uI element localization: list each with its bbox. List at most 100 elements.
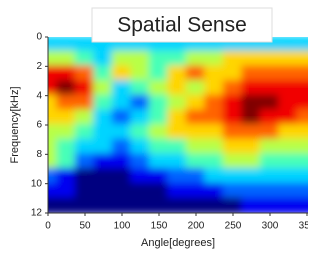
heatmap-cell [112, 65, 133, 82]
heatmap-cell [241, 168, 262, 185]
heatmap-cell [93, 95, 114, 112]
y-tick-label: 4 [36, 90, 42, 101]
heatmap-cell [93, 80, 114, 97]
heatmap-cell [167, 197, 188, 214]
heatmap-cell [149, 153, 170, 170]
heatmap-cell [241, 65, 262, 82]
heatmap-cell [278, 65, 299, 82]
heatmap-cell [56, 197, 77, 214]
heatmap-cell [186, 51, 207, 68]
heatmap-cell [112, 197, 133, 214]
heatmap-cell [260, 124, 281, 141]
heatmap-cell [204, 197, 225, 214]
heatmap-cell [112, 80, 133, 97]
heatmap-cell [260, 109, 281, 126]
heatmap-cell [167, 153, 188, 170]
heatmap-cell [278, 95, 299, 112]
heatmap-cell [56, 153, 77, 170]
heatmap-cell [223, 65, 244, 82]
heatmap-cell [204, 80, 225, 97]
heatmap [38, 36, 308, 214]
y-tick-label: 2 [36, 61, 42, 72]
heatmap-cell [241, 95, 262, 112]
heatmap-cell [186, 80, 207, 97]
y-axis-label: Frequency[kHz] [9, 86, 21, 163]
heatmap-cell [260, 168, 281, 185]
x-tick-label: 350 [299, 221, 308, 232]
heatmap-cell [297, 183, 308, 200]
heatmap-cell [186, 65, 207, 82]
y-tick-label: 0 [36, 32, 42, 43]
heatmap-cell [149, 197, 170, 214]
heatmap-cell [56, 51, 77, 68]
heatmap-cell [93, 183, 114, 200]
heatmap-cell [204, 65, 225, 82]
heatmap-cell [167, 80, 188, 97]
heatmap-cell [56, 95, 77, 112]
y-tick-label: 6 [36, 120, 42, 131]
heatmap-cell [241, 51, 262, 68]
heatmap-cell [241, 139, 262, 156]
heatmap-cell [278, 124, 299, 141]
heatmap-cell [56, 109, 77, 126]
heatmap-cell [241, 153, 262, 170]
heatmap-cell [93, 109, 114, 126]
heatmap-cell [204, 183, 225, 200]
heatmap-cell [223, 124, 244, 141]
heatmap-cell [112, 124, 133, 141]
heatmap-cell [223, 183, 244, 200]
heatmap-cell [130, 80, 151, 97]
heatmap-cell [75, 153, 96, 170]
heatmap-cell [167, 139, 188, 156]
heatmap-cell [75, 168, 96, 185]
heatmap-cell [56, 80, 77, 97]
heatmap-cell [130, 124, 151, 141]
heatmap-cells [38, 36, 308, 214]
x-tick-label: 0 [45, 221, 51, 232]
heatmap-cell [241, 124, 262, 141]
heatmap-cell [75, 51, 96, 68]
page: {"chart_data": { "type": "heatmap", "tit… [0, 0, 308, 253]
heatmap-cell [112, 139, 133, 156]
heatmap-cell [223, 95, 244, 112]
heatmap-cell [93, 153, 114, 170]
y-tick-label: 12 [31, 208, 43, 219]
heatmap-cell [167, 109, 188, 126]
heatmap-cell [130, 139, 151, 156]
heatmap-cell [149, 168, 170, 185]
heatmap-cell [223, 168, 244, 185]
x-tick-label: 50 [79, 221, 91, 232]
heatmap-cell [297, 168, 308, 185]
heatmap-cell [186, 168, 207, 185]
heatmap-cell [149, 139, 170, 156]
heatmap-cell [167, 65, 188, 82]
heatmap-cell [297, 80, 308, 97]
heatmap-cell [56, 168, 77, 185]
heatmap-cell [241, 80, 262, 97]
heatmap-cell [167, 95, 188, 112]
heatmap-cell [223, 139, 244, 156]
heatmap-cell [204, 168, 225, 185]
heatmap-cell [186, 95, 207, 112]
heatmap-cell [112, 51, 133, 68]
heatmap-cell [112, 109, 133, 126]
heatmap-cell [56, 139, 77, 156]
heatmap-cell [130, 65, 151, 82]
x-tick-label: 200 [188, 221, 205, 232]
heatmap-cell [75, 183, 96, 200]
heatmap-cell [260, 197, 281, 214]
heatmap-cell [167, 183, 188, 200]
heatmap-cell [223, 80, 244, 97]
heatmap-cell [149, 80, 170, 97]
heatmap-cell [186, 183, 207, 200]
heatmap-cell [186, 109, 207, 126]
heatmap-cell [278, 109, 299, 126]
heatmap-cell [223, 109, 244, 126]
heatmap-cell [93, 139, 114, 156]
heatmap-cell [297, 36, 308, 53]
heatmap-cell [149, 183, 170, 200]
heatmap-cell [241, 109, 262, 126]
heatmap-cell [56, 36, 77, 53]
heatmap-cell [297, 95, 308, 112]
x-tick-label: 250 [225, 221, 242, 232]
